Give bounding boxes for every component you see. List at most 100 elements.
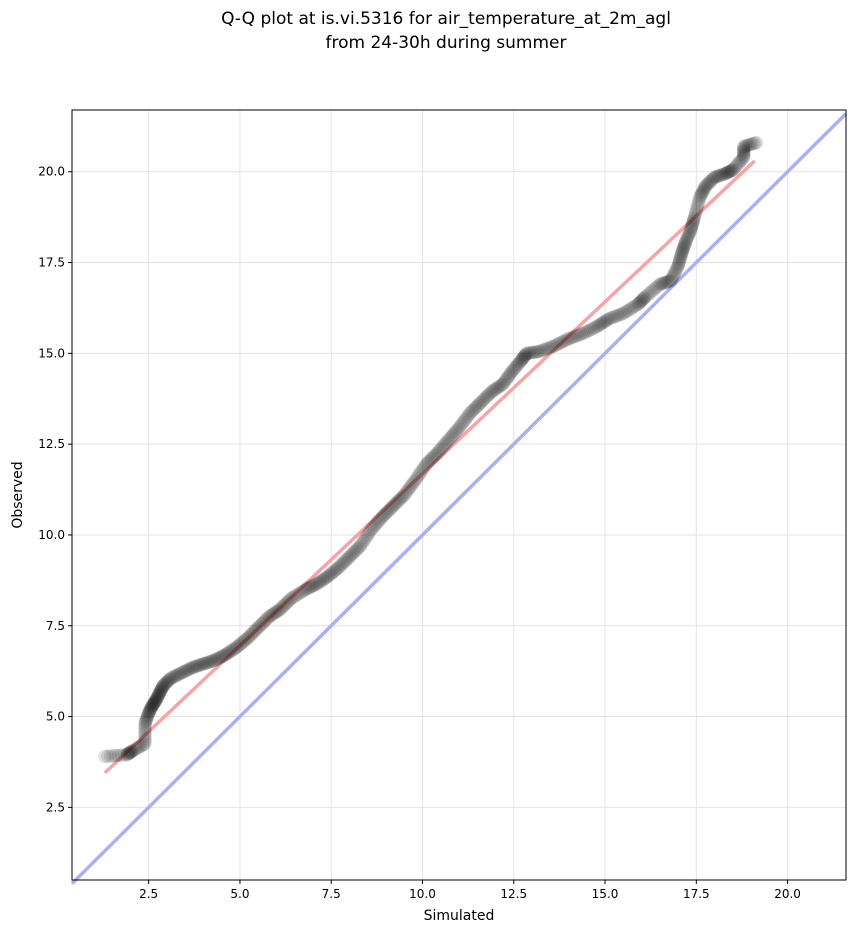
qq-point: [136, 737, 151, 752]
qq-point: [550, 337, 565, 352]
qq-point: [300, 581, 315, 596]
qq-point: [349, 542, 364, 557]
qq-point: [684, 219, 699, 234]
qq-point: [335, 556, 350, 571]
qq-point: [501, 369, 516, 384]
qq-point: [260, 611, 275, 626]
qq-point: [483, 385, 498, 400]
qq-point: [387, 497, 402, 512]
qq-point: [140, 708, 155, 723]
qq-point: [143, 701, 158, 716]
qq-point: [641, 286, 656, 301]
qq-point: [654, 276, 669, 291]
qq-point: [192, 658, 207, 673]
qq-point: [428, 447, 443, 462]
qq-point: [393, 492, 408, 507]
qq-point: [681, 227, 696, 242]
qq-point: [633, 294, 648, 309]
qq-point: [124, 744, 139, 759]
x-tick-label: 7.5: [322, 887, 341, 901]
qq-point: [736, 147, 751, 162]
qq-point: [736, 143, 751, 158]
qq-point: [534, 343, 549, 358]
qq-point: [275, 599, 290, 614]
qq-point: [123, 744, 138, 759]
qq-point: [108, 748, 123, 763]
qq-point: [211, 651, 226, 666]
qq-point: [512, 354, 527, 369]
qq-point: [298, 582, 313, 597]
qq-point: [434, 441, 449, 456]
qq-point: [145, 698, 160, 713]
qq-point: [674, 246, 689, 261]
quantile-points: [97, 135, 764, 764]
qq-point: [462, 406, 477, 421]
qq-point: [143, 703, 158, 718]
qq-point: [736, 142, 751, 157]
qq-point: [676, 239, 691, 254]
qq-point: [259, 612, 274, 627]
qq-point: [146, 696, 161, 711]
qq-point: [412, 467, 427, 482]
qq-point: [253, 617, 268, 632]
qq-point: [234, 636, 249, 651]
qq-point: [722, 164, 737, 179]
y-tick-label: 10.0: [38, 528, 65, 542]
qq-point: [162, 672, 177, 687]
qq-point: [592, 318, 607, 333]
qq-point: [152, 685, 167, 700]
qq-point: [306, 578, 321, 593]
x-tick-label: 12.5: [500, 887, 527, 901]
qq-point: [661, 274, 676, 289]
qq-point: [128, 742, 143, 757]
qq-point: [590, 319, 605, 334]
x-tick-label: 20.0: [774, 887, 801, 901]
qq-point: [247, 624, 262, 639]
qq-point: [676, 242, 691, 257]
qq-point: [323, 567, 338, 582]
qq-point: [749, 135, 764, 150]
qq-point: [103, 749, 118, 764]
qq-point: [457, 413, 472, 428]
qq-point: [394, 490, 409, 505]
qq-point: [468, 400, 483, 415]
qq-point: [358, 530, 373, 545]
qq-point: [138, 719, 153, 734]
qq-point: [510, 357, 525, 372]
x-tick-label: 2.5: [139, 887, 158, 901]
qq-point: [436, 438, 451, 453]
qq-point: [232, 638, 247, 653]
qq-point: [577, 325, 592, 340]
qq-point: [729, 158, 744, 173]
qq-point: [478, 391, 493, 406]
qq-point: [416, 461, 431, 476]
qq-point: [693, 188, 708, 203]
qq-point: [227, 641, 242, 656]
qq-point: [671, 256, 686, 271]
qq-point: [409, 471, 424, 486]
qq-point: [557, 333, 572, 348]
qq-point: [208, 652, 223, 667]
y-tick-label: 20.0: [38, 165, 65, 179]
qq-point: [145, 697, 160, 712]
qq-point: [736, 140, 751, 155]
qq-point: [672, 252, 687, 267]
qq-point: [608, 309, 623, 324]
qq-point: [636, 291, 651, 306]
qq-point: [125, 744, 140, 759]
qq-point: [678, 235, 693, 250]
y-tick-label: 17.5: [38, 256, 65, 270]
qq-point: [249, 621, 264, 636]
qq-point: [271, 603, 286, 618]
qq-point: [151, 687, 166, 702]
qq-point: [535, 343, 550, 358]
qq-point: [289, 588, 304, 603]
qq-point: [442, 431, 457, 446]
qq-point: [117, 747, 132, 762]
qq-point: [238, 632, 253, 647]
qq-point: [210, 651, 225, 666]
qq-point: [237, 633, 252, 648]
qq-point: [686, 213, 701, 228]
qq-point: [153, 684, 168, 699]
